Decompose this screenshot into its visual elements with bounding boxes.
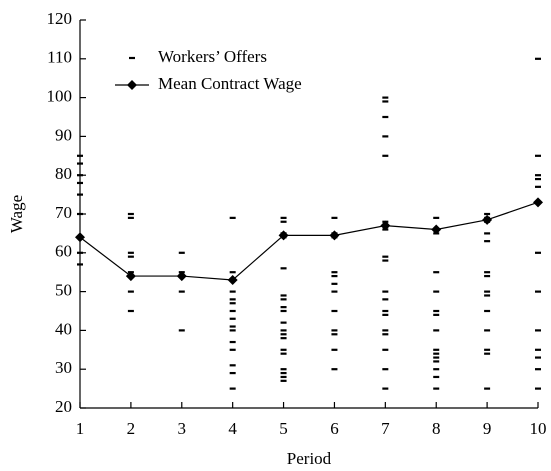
- y-tick-label: 120: [47, 9, 73, 28]
- mean-line: [79, 201, 539, 281]
- diamond-marker: [176, 271, 187, 282]
- y-tick-label: 30: [55, 358, 72, 377]
- legend-label: Mean Contract Wage: [158, 74, 302, 93]
- y-tick-label: 80: [55, 164, 72, 183]
- diamond-marker: [431, 224, 442, 235]
- y-tick-label: 60: [55, 242, 72, 261]
- diamond-marker: [278, 230, 289, 241]
- diamond-marker: [125, 271, 136, 282]
- diamond-marker: [329, 230, 340, 241]
- x-tick-label: 10: [530, 419, 547, 438]
- legend-label: Workers’ Offers: [158, 47, 267, 66]
- diamond-marker: [75, 232, 85, 243]
- x-tick-label: 6: [330, 419, 339, 438]
- x-tick-label: 4: [228, 419, 237, 438]
- x-tick-label: 5: [279, 419, 288, 438]
- y-axis-label: Wage: [7, 195, 26, 233]
- x-tick-label: 8: [432, 419, 441, 438]
- diamond-marker: [482, 214, 493, 225]
- y-tick-label: 40: [55, 319, 72, 338]
- legend-marker: [127, 80, 137, 90]
- x-tick-label: 9: [483, 419, 492, 438]
- x-axis-label: Period: [287, 449, 332, 468]
- x-tick-label: 7: [381, 419, 390, 438]
- diamond-marker: [533, 197, 543, 208]
- x-tick-label: 1: [76, 419, 85, 438]
- y-tick-label: 90: [55, 125, 72, 144]
- x-tick-label: 2: [127, 419, 136, 438]
- y-tick-label: 70: [55, 203, 72, 222]
- x-tick-label: 3: [178, 419, 187, 438]
- y-tick-label: 100: [47, 87, 73, 106]
- diamond-marker: [227, 274, 238, 285]
- y-tick-label: 20: [55, 397, 72, 416]
- y-tick-label: 50: [55, 281, 72, 300]
- diamond-marker: [380, 220, 391, 231]
- y-tick-label: 110: [47, 48, 72, 67]
